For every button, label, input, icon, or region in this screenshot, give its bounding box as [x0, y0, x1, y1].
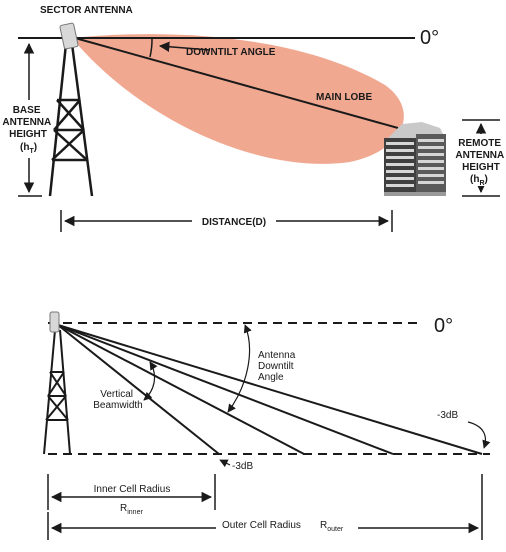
remote-height-symbol: (hR): [470, 174, 488, 187]
downtilt-angle-label: DOWNTILT ANGLE: [186, 47, 276, 58]
beamwidth-arc: [143, 361, 158, 401]
vertical-beamwidth-label: Vertical Beamwidth: [93, 389, 142, 411]
r-outer-label: Router: [320, 520, 344, 533]
main-lobe-label: MAIN LOBE: [316, 92, 372, 103]
minus-3db-bottom-label: -3dB: [232, 461, 253, 472]
distance-label-bg: [192, 213, 276, 229]
beam-lines: [57, 324, 483, 455]
base-height-label: BASE ANTENNA HEIGHT: [2, 105, 53, 140]
sector-antenna-icon: [59, 22, 79, 50]
sector-antenna-label: SECTOR ANTENNA: [40, 5, 133, 16]
minus-3db-bottom-arrow: [219, 459, 231, 468]
sector-antenna-icon-bottom: [49, 311, 60, 333]
base-label-bg: [4, 100, 52, 158]
antenna-downtilt-label: Antenna Downtilt Angle: [258, 350, 298, 383]
zero-degree-label-top: 0°: [420, 27, 439, 49]
outer-label-bg: [216, 516, 358, 532]
building-icon: [384, 122, 446, 196]
inner-radius-label: Inner Cell Radius: [94, 484, 171, 495]
zero-degree-label-bottom: 0°: [434, 315, 453, 337]
downtilt-arrow: [158, 41, 211, 52]
outer-radius-label: Outer Cell Radius: [222, 520, 301, 531]
r-inner-label: Rinner: [120, 503, 143, 516]
downtilt-arc: [149, 37, 153, 58]
tower-bottom: [43, 329, 71, 455]
minus-3db-right-label: -3dB: [437, 410, 458, 421]
downtilt-arc-bottom: [227, 324, 252, 413]
base-height-symbol: (hT): [20, 142, 37, 155]
minus-3db-right-arrow: [467, 421, 491, 449]
distance-label: DISTANCE(D): [202, 217, 266, 228]
main-lobe-shape: [72, 34, 404, 164]
main-lobe-axis: [74, 37, 399, 129]
tower-top: [48, 43, 94, 197]
remote-height-label: REMOTE ANTENNA HEIGHT: [455, 138, 506, 173]
remote-label-bg: [455, 134, 505, 186]
